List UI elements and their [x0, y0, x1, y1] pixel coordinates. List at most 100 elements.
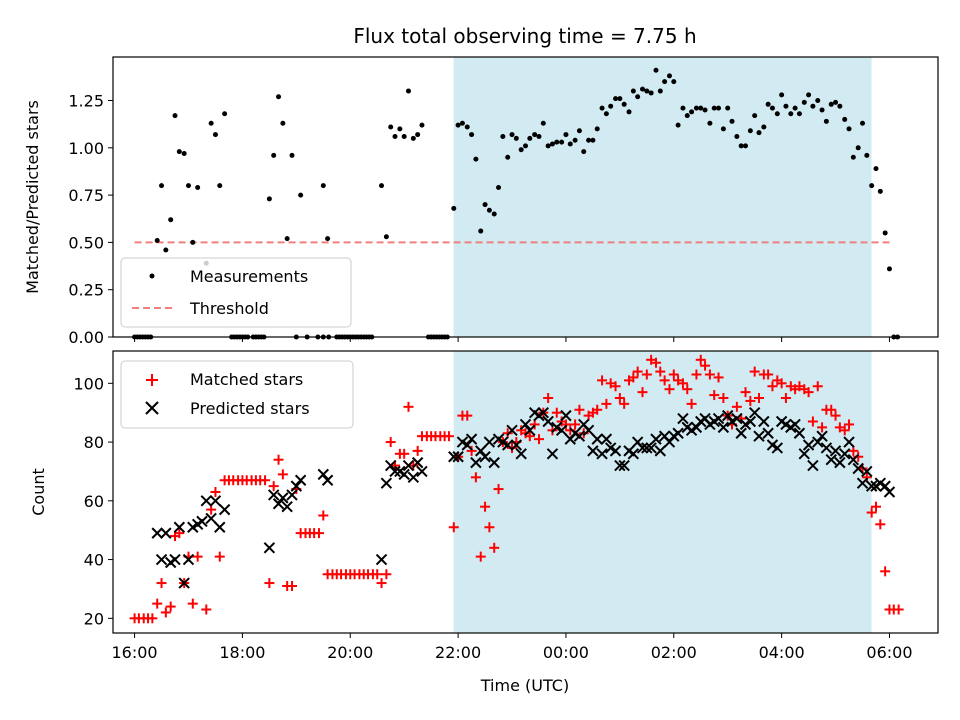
predicted-star-point — [169, 553, 181, 566]
predicted-star-point — [839, 448, 851, 460]
x-tick-label: 00:00 — [543, 643, 589, 662]
predicted-star-point — [883, 486, 896, 498]
measurement-point — [586, 137, 592, 143]
predicted-star-point — [596, 448, 608, 460]
bottom-y-tick-label: 40 — [84, 551, 104, 570]
predicted-star-point — [173, 521, 186, 533]
predicted-star-point — [793, 427, 806, 439]
measurement-point — [743, 143, 748, 149]
predicted-star-point — [816, 430, 828, 442]
predicted-star-point — [609, 445, 622, 457]
matched-star-point — [753, 393, 764, 403]
top-y-tick-label: 0.75 — [68, 186, 104, 205]
measurement-point — [500, 133, 506, 139]
legend-matched-label: Matched stars — [190, 370, 303, 389]
measurement-point — [320, 183, 326, 189]
matched-star-point — [807, 416, 818, 427]
measurement-point — [603, 111, 609, 117]
bottom-legend: Matched stars Predicted stars — [120, 360, 354, 429]
matched-star-point — [565, 425, 576, 436]
top-x-ticks — [134, 337, 890, 342]
measurement-point — [846, 126, 852, 132]
measurement-point — [725, 105, 731, 111]
predicted-star-point — [214, 521, 226, 533]
top-y-tick-label: 1.00 — [68, 139, 104, 158]
matched-star-point — [866, 507, 877, 518]
measurement-point — [222, 111, 228, 117]
chart-title: Flux total observing time = 7.75 h — [353, 24, 696, 48]
measurement-point — [496, 185, 502, 191]
matched-star-point — [803, 387, 814, 398]
measurement-point — [783, 103, 789, 109]
measurement-point — [792, 105, 798, 111]
matched-star-point — [524, 431, 535, 442]
matched-star-point — [187, 598, 198, 609]
x-axis-label: Time (UTC) — [480, 676, 569, 695]
measurement-point — [190, 239, 196, 245]
predicted-star-point — [160, 527, 172, 539]
measurement-point — [711, 105, 717, 111]
matched-star-point — [372, 569, 383, 580]
predicted-star-point — [636, 442, 649, 454]
predicted-star-point — [807, 459, 819, 472]
measurement-point — [648, 90, 654, 96]
measurement-point — [635, 94, 641, 100]
predicted-star-point — [375, 553, 388, 566]
measurement-point — [613, 96, 619, 102]
measurement-point — [720, 126, 726, 132]
measurement-point — [325, 236, 331, 242]
measurement-point — [473, 156, 479, 162]
matched-star-point — [287, 581, 298, 591]
matched-star-point — [268, 481, 279, 492]
measurement-point — [271, 152, 277, 158]
bottom-axes-frame — [112, 350, 939, 634]
measurement-point — [154, 238, 160, 244]
measurement-point — [567, 141, 573, 147]
measurement-point — [769, 105, 775, 111]
matched-star-point — [273, 454, 284, 465]
matched-star-point — [655, 366, 666, 377]
measurement-point — [796, 111, 802, 117]
predicted-star-point — [209, 495, 222, 507]
measurement-point — [401, 133, 407, 139]
legend-measurements-label: Measurements — [190, 267, 308, 286]
measurement-point — [684, 113, 690, 119]
measurement-point — [810, 103, 816, 109]
predicted-star-point — [829, 445, 842, 457]
measurement-point — [860, 120, 866, 126]
matched-star-point — [880, 566, 891, 577]
predicted-star-point — [290, 480, 303, 492]
measurement-point — [545, 143, 551, 149]
measurement-point — [405, 88, 411, 94]
matched-star-point — [448, 522, 459, 533]
predicted-star-point — [178, 577, 190, 589]
legend-predicted-label: Predicted stars — [190, 399, 310, 418]
measurement-point — [833, 99, 839, 105]
matched-star-point — [399, 448, 410, 459]
top-axes-frame — [112, 56, 939, 338]
predicted-star-point — [461, 439, 473, 451]
matched-star-point — [637, 387, 648, 398]
measurement-point — [729, 118, 735, 124]
bottom-y-tick-label: 100 — [73, 374, 104, 393]
measurement-point — [208, 120, 214, 126]
predicted-star-point — [555, 424, 568, 437]
matched-star-point — [839, 425, 850, 436]
top-y-axis-label: Matched/Predicted stars — [23, 100, 42, 294]
measurement-point — [626, 109, 632, 115]
measurement-point — [864, 152, 870, 158]
top-panel: 0.00 0.25 0.50 0.75 1.00 1.25 Matched/Predict… — [23, 56, 939, 347]
matched-star-point — [313, 528, 324, 539]
measurement-point — [478, 228, 484, 234]
predicted-star-point — [587, 445, 599, 457]
predicted-star-point — [483, 436, 496, 448]
measurement-point — [734, 133, 740, 139]
matched-star-point — [632, 366, 643, 377]
matched-star-point — [682, 384, 693, 395]
predicted-star-point — [834, 456, 846, 469]
measurement-point — [168, 217, 174, 223]
matched-star-point — [210, 487, 221, 497]
predicted-star-point — [856, 477, 869, 489]
matched-star-point — [695, 354, 706, 365]
measurement-point — [644, 88, 650, 94]
